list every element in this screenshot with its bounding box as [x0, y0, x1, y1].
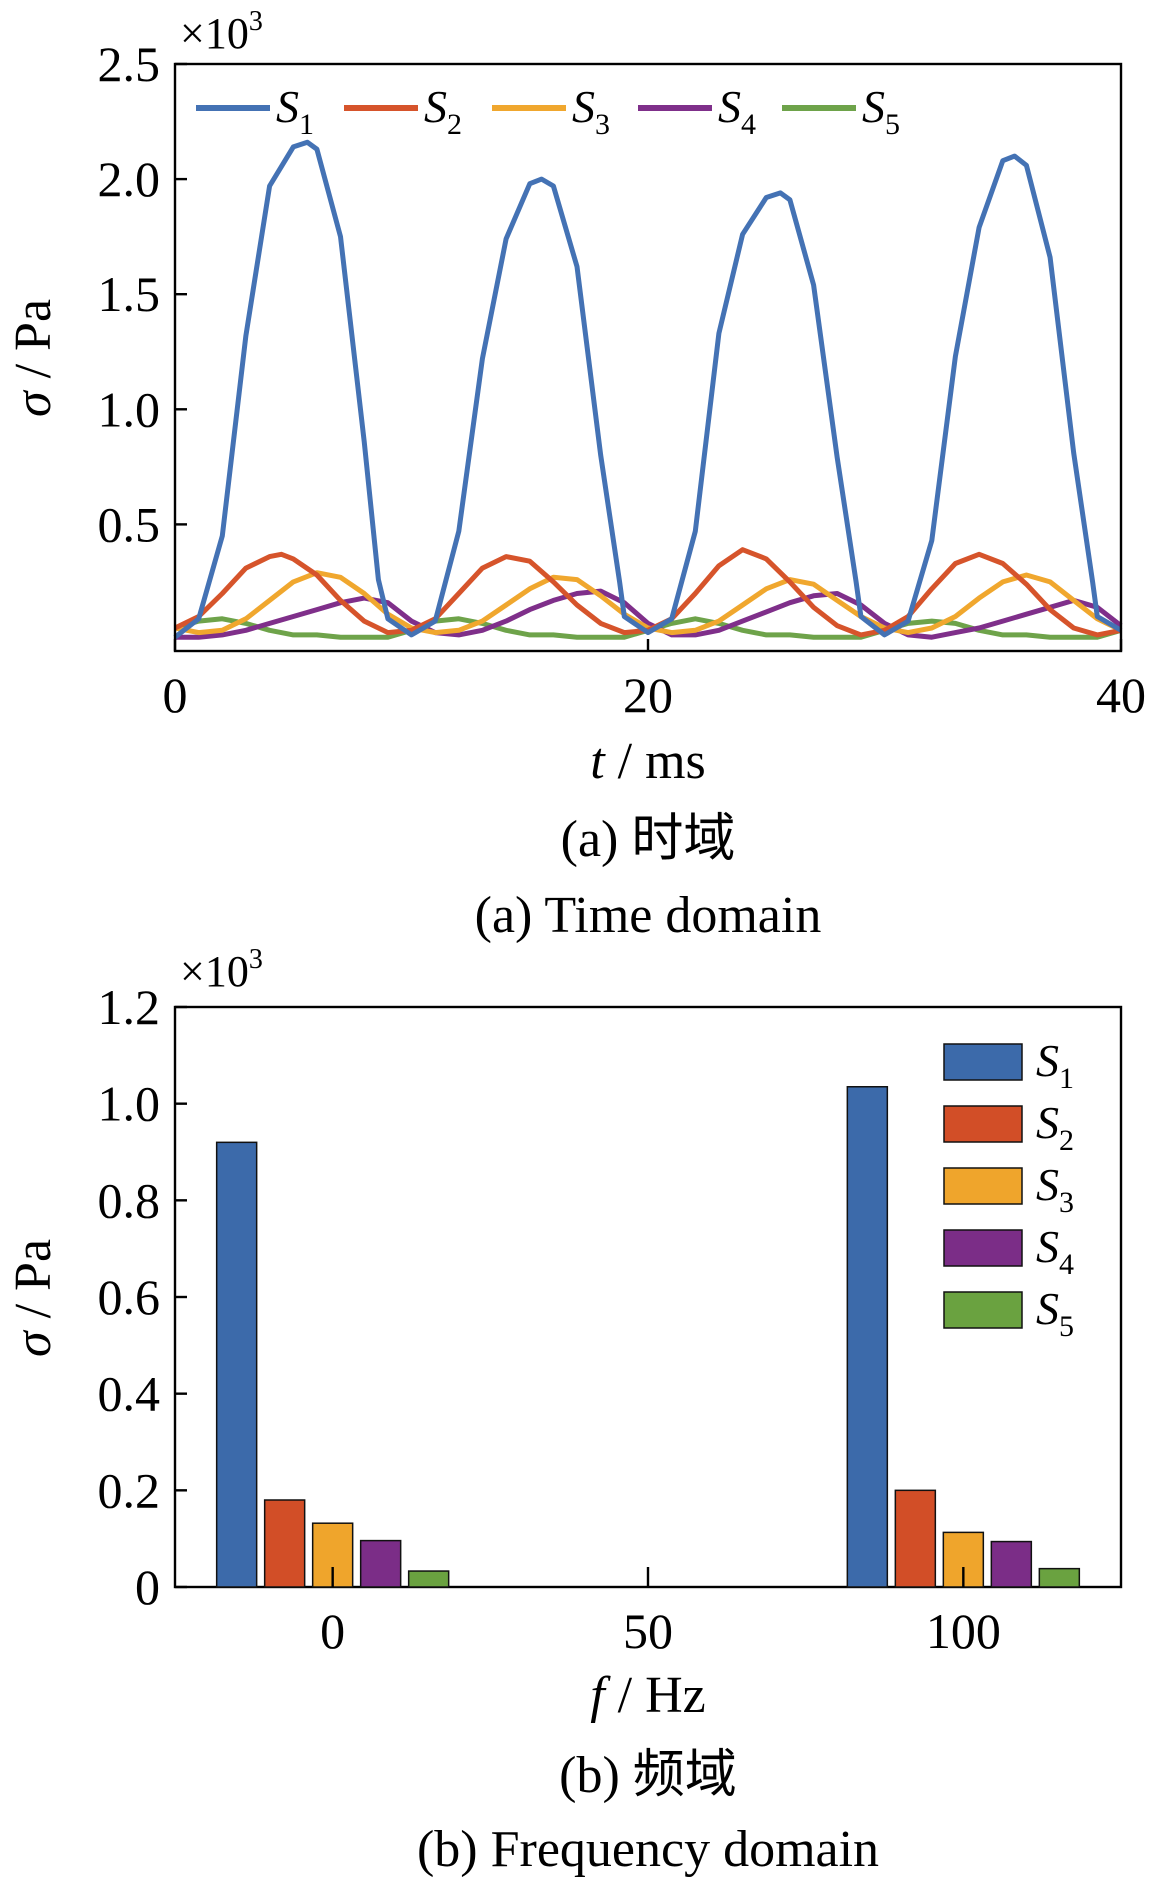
b-y-tick-label: 0 [135, 1559, 160, 1615]
b-bar-s4-0 [359, 1539, 402, 1588]
b-bar-s4-100 [990, 1540, 1033, 1588]
b-legend-swatch-s2 [943, 1105, 1023, 1143]
a-y-tick-label: 2.0 [98, 151, 161, 207]
b-axis-ticks: 0 50 100 0 0.2 0.4 0.6 0.8 1.0 1.2 [98, 979, 1001, 1659]
a-legend-label-s5: S5 [862, 81, 900, 141]
a-legend-label-s1: S1 [276, 81, 314, 141]
b-bar-s2-100 [894, 1489, 937, 1588]
a-x-tick-label: 40 [1096, 667, 1146, 723]
a-x-axis-label: t / ms [590, 733, 706, 790]
b-y-axis-label: σ / Pa [5, 1239, 62, 1357]
b-y-tick-label: 0.4 [98, 1366, 161, 1422]
b-y-tick-label: 0.6 [98, 1269, 161, 1325]
a-y-axis-label: σ / Pa [5, 299, 62, 417]
a-legend: S1 S2 S3 S4 S5 [196, 81, 900, 141]
a-series-line-s1 [173, 139, 1123, 640]
b-legend-swatch-s1 [943, 1043, 1023, 1081]
a-scale-factor: ×103 [180, 6, 263, 58]
b-bar-s5-100 [1038, 1567, 1081, 1588]
b-x-tick-label: 100 [926, 1603, 1001, 1659]
b-caption-en: (b) Frequency domain [417, 1821, 879, 1878]
a-x-tick-label: 0 [163, 667, 188, 723]
a-x-tick-label: 20 [623, 667, 673, 723]
a-y-tick-label: 2.5 [98, 36, 161, 92]
a-y-tick-label: 1.5 [98, 266, 161, 322]
a-series-lines [173, 139, 1123, 640]
b-scale-factor: ×103 [180, 944, 263, 996]
a-legend-label-s4: S4 [718, 81, 756, 141]
a-legend-label-s3: S3 [572, 81, 610, 141]
b-bars [215, 1086, 1081, 1588]
b-legend-label-s5: S5 [1036, 1283, 1074, 1343]
b-legend-swatch-s4 [943, 1229, 1023, 1267]
b-legend-label-s1: S1 [1036, 1035, 1074, 1095]
b-y-tick-label: 0.2 [98, 1462, 161, 1518]
b-y-tick-label: 1.2 [98, 979, 161, 1035]
panel-a: 0 20 40 0.5 1.0 1.5 2.0 2.5 S1 S2 S3 S4 S5 ×103 t /… [5, 6, 1146, 944]
a-caption-en: (a) Time domain [475, 887, 822, 944]
a-legend-label-s2: S2 [424, 81, 462, 141]
a-series-line-s2 [173, 547, 1122, 638]
b-bar-s5-0 [407, 1570, 450, 1588]
b-bar-s1-0 [215, 1141, 258, 1588]
b-legend-label-s4: S4 [1036, 1221, 1074, 1281]
b-bar-s2-0 [263, 1499, 306, 1588]
b-x-tick-label: 0 [320, 1603, 345, 1659]
b-y-tick-label: 1.0 [98, 1076, 161, 1132]
b-y-tick-label: 0.8 [98, 1172, 161, 1228]
b-x-axis-label: f / Hz [590, 1667, 706, 1724]
b-legend-swatch-s5 [943, 1291, 1023, 1329]
a-series-line-s4 [175, 588, 1123, 640]
b-caption-cn: (b) 频域 [559, 1747, 737, 1804]
b-legend-swatch-s3 [943, 1167, 1023, 1205]
a-y-tick-label: 0.5 [98, 496, 161, 552]
b-legend-label-s3: S3 [1036, 1159, 1074, 1219]
b-legend-label-s2: S2 [1036, 1097, 1074, 1157]
a-caption-cn: (a) 时域 [561, 811, 736, 868]
a-axis-ticks: 0 20 40 0.5 1.0 1.5 2.0 2.5 [98, 36, 1147, 723]
b-bar-s1-100 [846, 1086, 889, 1588]
b-x-tick-label: 50 [623, 1603, 673, 1659]
a-y-tick-label: 1.0 [98, 381, 161, 437]
